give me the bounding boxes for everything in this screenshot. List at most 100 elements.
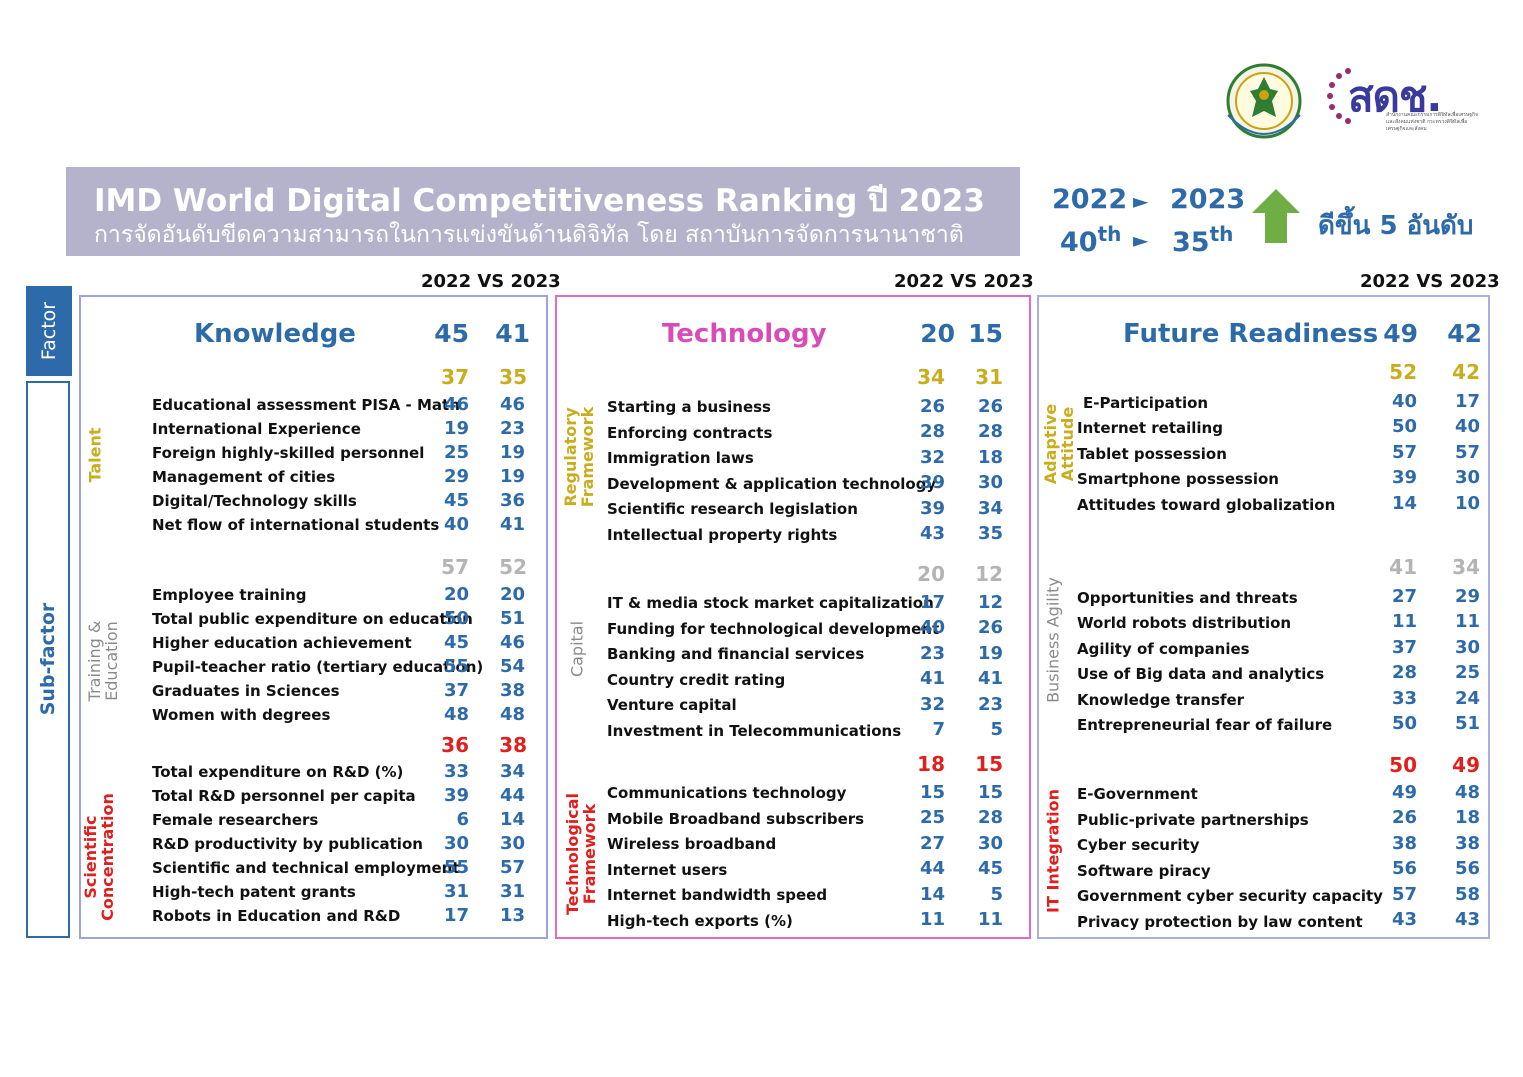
list-item: Higher education achievement [152,634,412,652]
sdc-logo-subtext: สำนักงานคณะกรรมการดิจิทัลเพื่อเศรษฐกิจแล… [1386,112,1478,132]
sdc-logo: สดช. สำนักงานคณะกรรมการดิจิทัลเพื่อเศรษฐ… [1326,62,1486,142]
value-2023: 45 [977,858,1003,879]
value-2022: 39 [919,472,945,493]
value-2023: 38 [1454,833,1480,854]
value-2022: 19 [443,418,469,439]
list-item: Development & application technology [607,475,937,493]
list-item: Robots in Education and R&D [152,907,401,925]
list-item: Venture capital [607,696,737,714]
value-2022: 45 [443,632,469,653]
title-banner: IMD World Digital Competitiveness Rankin… [66,167,1020,256]
knowledge-2023: 41 [495,319,530,348]
list-item: Government cyber security capacity [1077,887,1383,905]
future-readiness-title: Future Readiness [1123,319,1379,349]
list-item: Communications technology [607,784,847,802]
list-item: Enforcing contracts [607,424,773,442]
value-2023: 28 [977,807,1003,828]
list-item: Total public expenditure on education [152,610,473,628]
value-2022: 33 [1391,688,1417,709]
list-item: Knowledge transfer [1077,691,1245,709]
arrow-right-icon: ► [1133,189,1149,213]
value-2023: 30 [499,833,525,854]
list-item: Educational assessment PISA - Math [152,396,460,414]
value-2023: 30 [1454,467,1480,488]
value-2022: 29 [443,466,469,487]
training-2023: 52 [499,555,527,579]
value-2023: 18 [977,447,1003,468]
future-readiness-panel: Future Readiness 49 42 Adaptive Attitude … [1037,295,1490,939]
adaptive-2023: 42 [1452,360,1480,384]
value-2022: 40 [919,617,945,638]
list-item: Tablet possession [1077,445,1227,463]
value-2022: 15 [919,782,945,803]
vs-label-future: 2022 VS 2023 [1360,271,1500,292]
list-item: E-Government [1077,785,1198,803]
list-item: Pupil-teacher ratio (tertiary education) [152,658,484,676]
knowledge-panel: Knowledge 45 41 Talent 37 35 Educational… [79,295,548,939]
knowledge-2022: 45 [434,319,469,348]
value-2022: 14 [919,884,945,905]
value-2022: 39 [919,498,945,519]
value-2022: 11 [1391,611,1417,632]
value-2023: 57 [1454,442,1480,463]
list-item: Scientific and technical employment [152,859,460,877]
scientific-concentration-label: Scientific Concentration [81,793,117,921]
sdc-logo-text: สดช. [1348,72,1442,121]
value-2022: 14 [1391,493,1417,514]
value-2022: 7 [932,719,945,740]
value-2022: 28 [1391,662,1417,683]
improvement-text: ดีขึ้น 5 อันดับ [1318,211,1474,241]
regulatory-framework-label: Regulatory Framework [561,406,597,508]
value-2023: 14 [499,809,525,830]
value-2023: 41 [499,514,525,535]
value-2022: 50 [1391,416,1417,437]
value-2023: 17 [1454,391,1480,412]
value-2023: 29 [1454,586,1480,607]
value-2023: 35 [977,523,1003,544]
business-agility-label: Business Agility [1043,577,1063,703]
overall-rank-2022: 40th [1060,222,1122,258]
value-2022: 26 [919,396,945,417]
value-2022: 57 [1391,884,1417,905]
list-item: R&D productivity by publication [152,835,423,853]
list-item: Funding for technological development [607,620,940,638]
value-2023: 51 [499,608,525,629]
list-item: Smartphone possession [1077,470,1279,488]
list-item: Net flow of international students [152,516,440,534]
value-2023: 23 [499,418,525,439]
technology-2023: 15 [968,319,1003,348]
techframework-2022: 18 [917,752,945,776]
scientific-2023: 38 [499,733,527,757]
value-2022: 45 [443,490,469,511]
talent-2023: 35 [499,365,527,389]
value-2022: 39 [1391,467,1417,488]
value-2023: 56 [1454,858,1480,879]
value-2022: 25 [919,807,945,828]
value-2022: 11 [919,909,945,930]
page-title: IMD World Digital Competitiveness Rankin… [94,183,985,219]
value-2022: 28 [919,421,945,442]
future-2023: 42 [1447,319,1482,348]
value-2022: 32 [919,447,945,468]
value-2022: 39 [443,785,469,806]
value-2023: 43 [1454,909,1480,930]
value-2022: 23 [919,643,945,664]
value-2023: 5 [990,719,1003,740]
value-2023: 26 [977,396,1003,417]
list-item: Scientific research legislation [607,500,858,518]
list-item: Intellectual property rights [607,526,838,544]
value-2022: 20 [443,584,469,605]
value-2022: 43 [919,523,945,544]
value-2022: 31 [443,881,469,902]
value-2022: 44 [919,858,945,879]
value-2022: 46 [443,394,469,415]
list-item: Banking and financial services [607,645,865,663]
adaptive-attitude-label: Adaptive Attitude [1041,403,1077,485]
value-2022: 40 [443,514,469,535]
value-2023: 19 [499,466,525,487]
value-2022: 37 [443,680,469,701]
value-2022: 33 [443,761,469,782]
technological-framework-label: Technological Framework [563,792,599,916]
value-2023: 19 [977,643,1003,664]
list-item: Wireless broadband [607,835,777,853]
